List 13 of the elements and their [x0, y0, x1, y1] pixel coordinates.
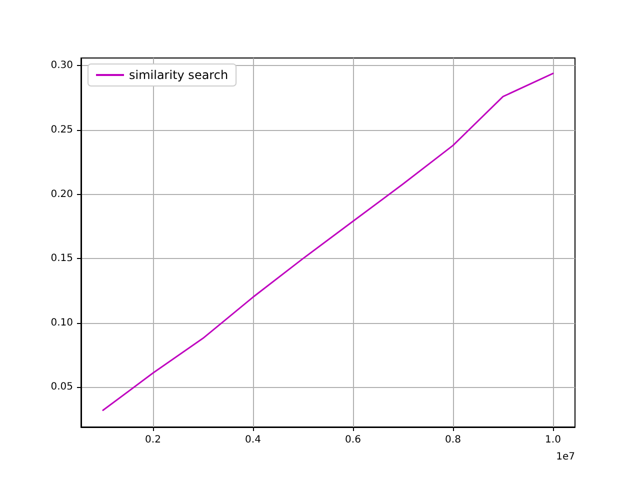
x-tick-label: 0.2: [145, 434, 161, 446]
y-tick-label: 0.15: [50, 253, 73, 264]
legend-label: similarity search: [129, 68, 228, 82]
y-tick-label: 0.10: [50, 317, 73, 328]
x-tick-label: 1.0: [545, 434, 561, 446]
y-tick-label: 0.25: [50, 124, 73, 136]
y-tick-label: 0.20: [50, 188, 73, 200]
x-tick-label: 0.8: [445, 434, 461, 446]
x-tick-label: 0.4: [245, 434, 261, 446]
y-tick-label: 0.05: [50, 382, 73, 393]
x-tick-label: 0.6: [345, 434, 361, 446]
y-tick-label: 0.30: [50, 60, 73, 72]
text: 1e7: [556, 452, 576, 462]
